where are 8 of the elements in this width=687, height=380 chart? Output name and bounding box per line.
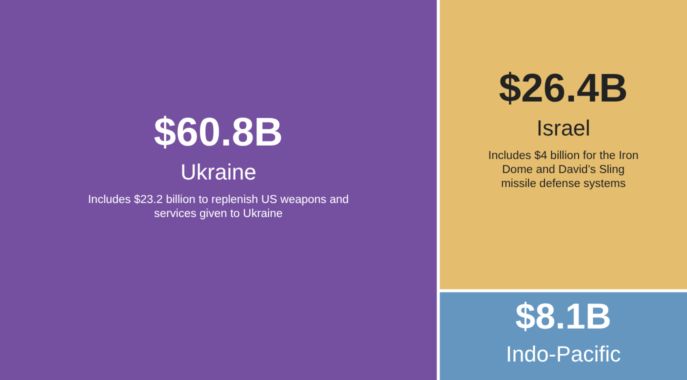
category-label: Ukraine: [180, 159, 256, 184]
data-label: $26.4B: [498, 66, 628, 110]
category-label: Indo-Pacific: [506, 342, 621, 367]
text: Includes $23.2 billion to replenish US weapons and services given to Ukraine: [88, 194, 349, 220]
data-label: $8.1B: [515, 295, 612, 336]
text: Includes $4 billion for the Iron Dome and David’s Sling missile defense systems: [488, 150, 639, 190]
data-label: $60.8B: [154, 110, 283, 154]
category-label: Israel: [536, 115, 590, 140]
